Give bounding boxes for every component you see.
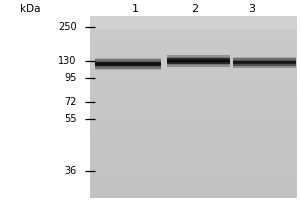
Bar [94, 63, 160, 64]
Text: 72: 72 [64, 97, 76, 107]
Bar [232, 62, 296, 63]
Text: kDa: kDa [20, 4, 40, 14]
Bar [94, 65, 160, 66]
Bar [94, 61, 160, 62]
Bar [167, 65, 230, 66]
Bar [167, 59, 230, 60]
Bar [94, 66, 160, 67]
Bar [232, 60, 296, 61]
Bar [167, 62, 230, 63]
Bar [232, 63, 296, 64]
Text: 250: 250 [58, 22, 76, 32]
Bar [297, 0, 300, 200]
Bar [167, 56, 230, 57]
Bar [167, 64, 230, 65]
Bar [167, 55, 230, 56]
Bar [167, 62, 230, 63]
Bar [167, 58, 230, 59]
Text: 130: 130 [58, 56, 76, 66]
Bar [94, 59, 160, 60]
Bar [232, 61, 296, 62]
Bar [94, 68, 160, 69]
Text: 3: 3 [248, 4, 256, 14]
Bar [232, 57, 296, 58]
Bar [232, 67, 296, 68]
Bar [0, 198, 300, 200]
Bar [232, 66, 296, 67]
Text: 95: 95 [64, 73, 76, 83]
Bar [94, 59, 160, 60]
Bar [167, 63, 230, 64]
Text: 55: 55 [64, 114, 76, 124]
Bar [232, 63, 296, 64]
Bar [232, 61, 296, 62]
Bar [232, 62, 296, 63]
Bar [167, 57, 230, 58]
Bar [232, 64, 296, 65]
Bar [232, 58, 296, 59]
Bar [167, 58, 230, 59]
Bar [167, 55, 230, 56]
Bar [167, 66, 230, 67]
Bar [0, 0, 90, 200]
Bar [167, 59, 230, 60]
Bar [0, 0, 300, 16]
Bar [94, 58, 160, 59]
Bar [94, 69, 160, 70]
Bar [167, 60, 230, 61]
Bar [232, 59, 296, 60]
Bar [167, 61, 230, 62]
Text: 36: 36 [64, 166, 76, 176]
Bar [167, 63, 230, 64]
Bar [94, 63, 160, 65]
Bar [94, 65, 160, 66]
Bar [94, 62, 160, 63]
Bar [94, 64, 160, 65]
Text: 1: 1 [131, 4, 139, 14]
Bar [232, 67, 296, 68]
Bar [232, 65, 296, 66]
Bar [167, 66, 230, 67]
Bar [167, 60, 230, 62]
Bar [94, 68, 160, 69]
Bar [94, 62, 160, 63]
Text: 2: 2 [191, 4, 199, 14]
Bar [232, 58, 296, 59]
Bar [94, 67, 160, 68]
Bar [94, 60, 160, 61]
Bar [232, 65, 296, 66]
